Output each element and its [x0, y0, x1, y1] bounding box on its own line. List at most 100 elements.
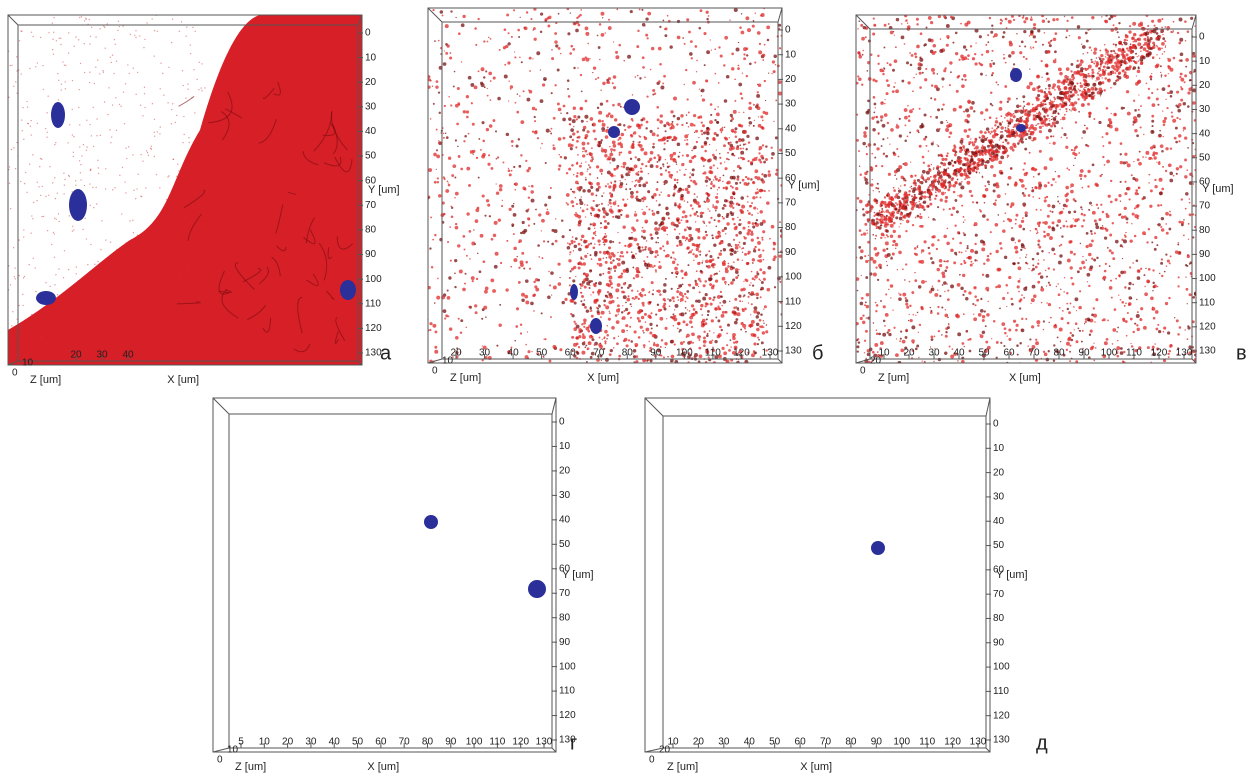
speck [972, 263, 973, 264]
speck [100, 135, 101, 136]
speck [744, 328, 746, 330]
speck [680, 114, 683, 117]
speck [607, 252, 611, 256]
speck [613, 149, 616, 152]
speck [72, 80, 73, 81]
speck [114, 39, 115, 40]
speck [1049, 236, 1053, 240]
speck [1122, 258, 1123, 259]
speck [596, 188, 600, 192]
red-surface [8, 15, 362, 365]
speck [898, 188, 899, 189]
speck [1178, 134, 1182, 138]
speck [465, 273, 467, 275]
speck [717, 295, 721, 299]
speck [187, 339, 188, 340]
speck [125, 310, 126, 311]
speck [43, 89, 44, 90]
speck [581, 323, 583, 325]
speck [733, 223, 735, 225]
speck [488, 37, 490, 39]
speck [58, 99, 59, 100]
speck [518, 138, 520, 140]
speck [459, 270, 463, 274]
speck [51, 347, 52, 348]
speck [1151, 241, 1153, 243]
speck [713, 156, 717, 160]
speck [185, 36, 186, 37]
speck [1187, 147, 1189, 149]
speck [676, 224, 678, 226]
speck [719, 326, 722, 329]
speck [691, 249, 693, 251]
speck [143, 47, 144, 48]
speck [1184, 20, 1187, 23]
speck [756, 196, 758, 198]
speck [1003, 220, 1005, 222]
speck [28, 123, 29, 124]
speck [10, 65, 11, 66]
speck [1067, 322, 1070, 325]
speck [443, 213, 446, 216]
speck [756, 328, 760, 332]
speck [752, 181, 754, 183]
speck [469, 258, 471, 260]
speck [1092, 163, 1095, 166]
speck [464, 135, 467, 138]
speck [10, 208, 11, 209]
speck [663, 166, 665, 168]
speck [931, 189, 933, 191]
speck [482, 140, 485, 143]
speck [913, 314, 914, 315]
speck [450, 10, 452, 12]
speck [188, 137, 189, 138]
speck [438, 194, 441, 197]
y-tick-label: 40 [785, 123, 797, 134]
speck [747, 210, 749, 212]
speck [638, 126, 642, 130]
speck [455, 226, 459, 230]
speck [641, 230, 642, 231]
speck [1074, 219, 1078, 223]
speck [759, 189, 763, 193]
speck [171, 109, 172, 110]
speck [1070, 63, 1073, 66]
y-tick-label: 120 [785, 321, 802, 332]
speck [618, 258, 621, 261]
speck [445, 52, 448, 55]
z-tick-label: 10 [22, 358, 34, 369]
speck [140, 195, 141, 196]
speck [942, 86, 943, 87]
speck [23, 229, 24, 230]
speck [1148, 182, 1150, 184]
speck [601, 127, 605, 131]
speck [487, 88, 488, 89]
speck [716, 112, 720, 116]
speck [521, 252, 524, 255]
speck [64, 179, 65, 180]
speck [677, 117, 680, 120]
speck [623, 295, 627, 299]
speck [682, 216, 684, 218]
z-tick-label: 10 [442, 356, 454, 367]
speck [857, 345, 860, 348]
speck [715, 159, 716, 160]
speck [911, 291, 914, 294]
speck [606, 283, 609, 286]
speck [1134, 129, 1137, 132]
speck [1030, 230, 1031, 231]
speck [67, 142, 68, 143]
speck [47, 132, 48, 133]
speck [748, 125, 749, 126]
speck [611, 252, 614, 255]
speck [1128, 287, 1131, 290]
speck [448, 184, 451, 187]
speck [928, 247, 930, 249]
nucleus [570, 284, 578, 300]
speck [610, 206, 611, 207]
speck [608, 204, 609, 205]
speck [202, 207, 203, 208]
speck [518, 281, 521, 284]
speck [674, 228, 676, 230]
speck [86, 146, 87, 147]
